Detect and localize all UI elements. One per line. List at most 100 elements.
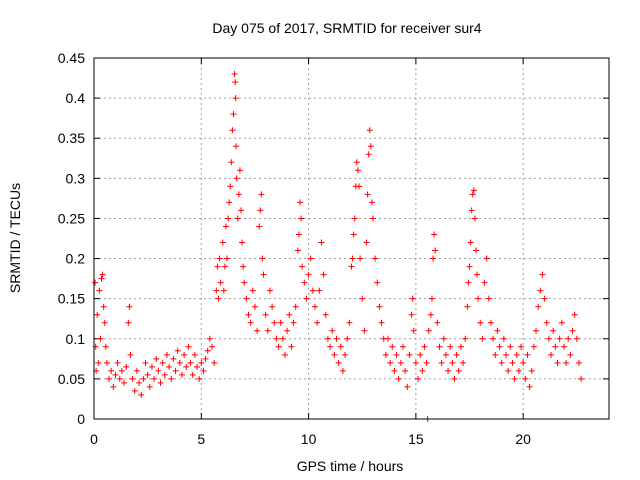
data-point [288, 343, 295, 350]
data-point [279, 335, 286, 342]
data-point [133, 367, 140, 374]
data-point [112, 371, 119, 378]
data-point [290, 319, 297, 326]
data-point [200, 367, 207, 374]
data-point [350, 231, 357, 238]
data-point [367, 143, 374, 150]
data-point [232, 79, 239, 86]
data-point [254, 327, 261, 334]
data-point [348, 263, 355, 270]
data-point [166, 363, 173, 370]
data-point [363, 239, 370, 246]
data-point [239, 239, 246, 246]
data-point [299, 263, 306, 270]
data-point [297, 199, 303, 206]
data-point [121, 379, 128, 386]
x-tick-labels: 0 5 10 15 20 [90, 431, 531, 447]
data-point [220, 287, 227, 294]
data-point [460, 359, 467, 366]
data-point [97, 335, 104, 342]
data-point [159, 359, 166, 366]
data-point [294, 247, 301, 254]
data-point [356, 183, 363, 190]
x-axis-label: GPS time / hours [297, 458, 404, 474]
data-point [151, 375, 158, 382]
data-point [511, 375, 518, 382]
data-point [301, 279, 308, 286]
data-point [233, 143, 240, 150]
data-point [490, 335, 497, 342]
data-point [423, 359, 430, 366]
data-point [472, 247, 479, 254]
data-point [545, 335, 552, 342]
data-point [369, 215, 376, 222]
data-point [500, 335, 507, 342]
data-point [468, 207, 475, 214]
data-point [528, 367, 535, 374]
data-point [342, 351, 349, 358]
data-point [543, 319, 550, 326]
data-point [400, 343, 406, 350]
data-point [485, 295, 492, 302]
data-point [181, 351, 188, 358]
data-point [99, 271, 106, 278]
data-point [351, 215, 358, 222]
data-point [331, 351, 338, 358]
data-point [266, 287, 273, 294]
data-point [237, 207, 244, 214]
data-point [431, 231, 438, 238]
data-point [273, 335, 280, 342]
data-point [247, 319, 254, 326]
data-point [372, 255, 379, 262]
data-point [232, 95, 239, 102]
y-tick-label: 0.35 [58, 130, 85, 146]
y-tick-label: 0.15 [58, 291, 85, 307]
data-point [430, 255, 437, 262]
data-point [131, 387, 138, 394]
data-point [339, 367, 346, 374]
data-point [374, 279, 381, 286]
data-point [496, 343, 503, 350]
data-point [359, 295, 366, 302]
data-point [241, 279, 248, 286]
data-point [556, 335, 563, 342]
data-point [123, 363, 130, 370]
data-point [397, 359, 404, 366]
data-point [406, 351, 413, 358]
data-point [206, 335, 213, 342]
data-point [550, 327, 557, 334]
data-point [412, 359, 419, 366]
data-point [428, 295, 435, 302]
data-point [251, 303, 258, 310]
data-point [318, 239, 325, 246]
data-point [226, 199, 233, 206]
data-point [153, 355, 160, 362]
data-point [209, 343, 216, 350]
data-point [329, 327, 336, 334]
data-point [222, 223, 229, 230]
data-point [522, 375, 529, 382]
data-point [194, 363, 200, 370]
data-point [176, 359, 183, 366]
data-point [264, 327, 271, 334]
data-point [378, 319, 385, 326]
data-point [324, 335, 331, 342]
data-point [230, 111, 237, 118]
y-axis-label: SRMTID / TECUs [7, 183, 23, 293]
data-point [155, 367, 162, 374]
data-point [259, 255, 266, 262]
data-point [409, 295, 416, 302]
x-tick-label: 5 [197, 431, 205, 447]
data-point [425, 327, 432, 334]
data-point [483, 255, 490, 262]
data-point [236, 167, 243, 174]
y-tick-label: 0.3 [66, 170, 86, 186]
data-point [474, 271, 481, 278]
data-point [174, 347, 181, 354]
data-point [537, 287, 544, 294]
data-point [249, 287, 256, 294]
y-tick-label: 0.05 [58, 371, 85, 387]
data-point [227, 183, 234, 190]
data-point [376, 303, 383, 310]
